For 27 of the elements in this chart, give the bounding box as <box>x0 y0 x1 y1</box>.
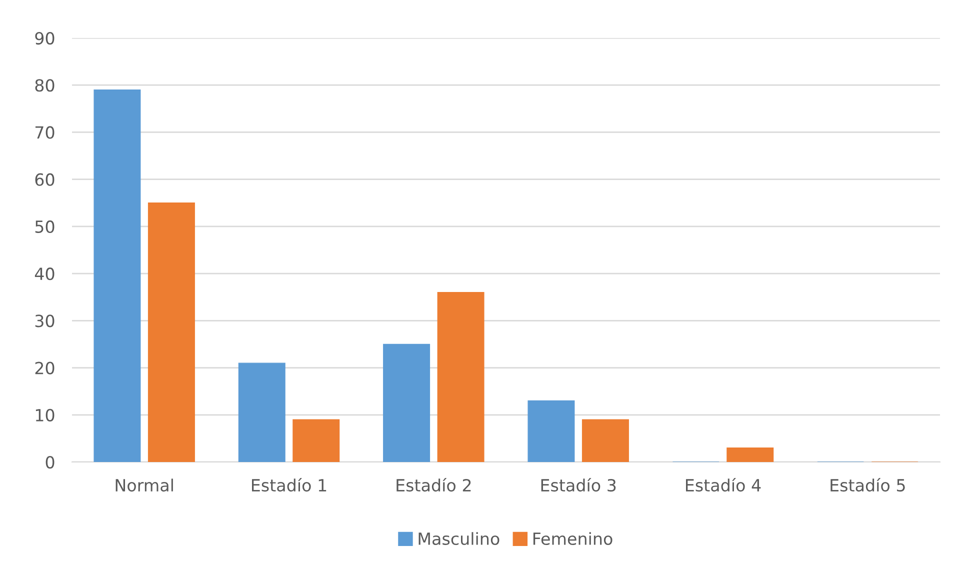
y-tick-label: 70 <box>35 126 54 139</box>
y-tick-label: 0 <box>46 456 54 469</box>
y-tick-label: 50 <box>35 220 54 234</box>
bar <box>383 344 430 462</box>
bar <box>582 419 629 462</box>
bar <box>437 292 484 462</box>
y-tick-label: 10 <box>36 408 54 422</box>
bar <box>726 448 774 462</box>
legend-label: Masculino <box>418 532 500 546</box>
legend-label: Femenino <box>533 532 612 546</box>
bar <box>94 89 141 462</box>
x-tick-label: Estadío 4 <box>686 478 761 492</box>
y-tick-label: 90 <box>35 32 54 45</box>
y-tick-label: 30 <box>35 314 54 328</box>
bar <box>238 362 286 462</box>
x-tick-label: Estadío 3 <box>541 478 616 492</box>
bar <box>148 202 195 462</box>
y-tick-label: 40 <box>34 268 54 280</box>
x-tick-label: Estadío 2 <box>396 478 471 492</box>
y-tick-label: 80 <box>35 79 54 92</box>
x-tick-label: Estadío 1 <box>252 478 326 492</box>
bar <box>292 419 340 462</box>
y-tick-label: 60 <box>35 173 54 186</box>
x-tick-label: Normal <box>116 478 173 492</box>
bar <box>528 400 575 462</box>
x-tick-label: Estadío 5 <box>830 478 905 492</box>
y-tick-label: 20 <box>35 362 54 374</box>
